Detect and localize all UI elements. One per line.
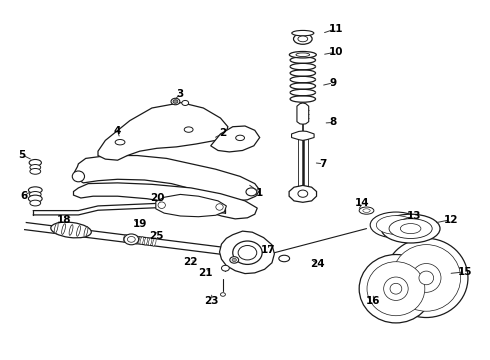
- Ellipse shape: [385, 238, 468, 318]
- Text: 3: 3: [177, 89, 184, 99]
- Ellipse shape: [216, 204, 223, 210]
- Ellipse shape: [289, 51, 317, 58]
- Polygon shape: [74, 183, 257, 219]
- Polygon shape: [156, 194, 226, 217]
- Ellipse shape: [84, 226, 88, 237]
- Ellipse shape: [238, 246, 257, 260]
- Ellipse shape: [158, 202, 166, 208]
- Text: 17: 17: [261, 245, 276, 255]
- Ellipse shape: [152, 238, 156, 246]
- Text: 25: 25: [149, 231, 164, 241]
- Ellipse shape: [370, 212, 421, 238]
- Ellipse shape: [359, 207, 374, 214]
- Ellipse shape: [148, 238, 152, 246]
- Ellipse shape: [220, 293, 225, 296]
- Ellipse shape: [124, 234, 139, 245]
- Ellipse shape: [390, 283, 402, 294]
- Ellipse shape: [246, 188, 257, 196]
- Ellipse shape: [30, 165, 41, 170]
- Ellipse shape: [132, 236, 135, 243]
- Ellipse shape: [29, 159, 41, 166]
- Text: 9: 9: [330, 78, 337, 88]
- Ellipse shape: [123, 235, 127, 243]
- Text: 13: 13: [407, 211, 421, 221]
- Ellipse shape: [384, 277, 408, 300]
- Text: 14: 14: [355, 198, 370, 208]
- Polygon shape: [220, 231, 274, 274]
- Ellipse shape: [140, 237, 144, 244]
- Ellipse shape: [381, 214, 440, 243]
- Ellipse shape: [29, 192, 41, 197]
- Polygon shape: [297, 103, 309, 124]
- Text: 22: 22: [183, 257, 197, 267]
- Text: 11: 11: [328, 24, 343, 34]
- Text: 10: 10: [328, 47, 343, 57]
- Ellipse shape: [400, 224, 421, 234]
- Ellipse shape: [363, 209, 370, 212]
- Text: 6: 6: [20, 191, 27, 201]
- Polygon shape: [289, 185, 317, 202]
- Polygon shape: [211, 126, 260, 152]
- Ellipse shape: [184, 127, 193, 132]
- Ellipse shape: [127, 235, 131, 243]
- Ellipse shape: [144, 237, 147, 245]
- Text: 1: 1: [256, 188, 263, 198]
- Ellipse shape: [73, 171, 84, 182]
- Text: 4: 4: [114, 126, 122, 136]
- Text: 8: 8: [330, 117, 337, 127]
- Ellipse shape: [298, 36, 308, 42]
- Ellipse shape: [30, 168, 41, 174]
- Ellipse shape: [127, 237, 135, 242]
- Text: 21: 21: [198, 268, 213, 278]
- Ellipse shape: [236, 135, 245, 140]
- Text: 12: 12: [443, 215, 458, 225]
- Ellipse shape: [279, 255, 290, 262]
- Polygon shape: [292, 131, 314, 140]
- Ellipse shape: [173, 100, 178, 103]
- Ellipse shape: [389, 219, 432, 238]
- Text: 5: 5: [19, 150, 25, 160]
- Ellipse shape: [296, 53, 310, 57]
- Ellipse shape: [136, 236, 139, 244]
- Ellipse shape: [412, 264, 441, 292]
- Ellipse shape: [115, 140, 125, 145]
- Ellipse shape: [367, 262, 425, 316]
- Ellipse shape: [171, 98, 180, 105]
- Ellipse shape: [233, 241, 262, 264]
- Ellipse shape: [182, 100, 189, 105]
- Ellipse shape: [69, 225, 73, 235]
- Ellipse shape: [28, 195, 42, 202]
- Ellipse shape: [30, 200, 41, 206]
- Ellipse shape: [419, 271, 434, 285]
- Ellipse shape: [28, 187, 42, 193]
- Ellipse shape: [62, 224, 66, 234]
- Text: 15: 15: [458, 267, 473, 277]
- Polygon shape: [74, 156, 260, 201]
- Ellipse shape: [54, 223, 58, 233]
- Ellipse shape: [76, 226, 80, 236]
- Text: 18: 18: [56, 215, 71, 225]
- Ellipse shape: [230, 257, 239, 263]
- Ellipse shape: [298, 190, 308, 197]
- Ellipse shape: [376, 216, 416, 234]
- Ellipse shape: [294, 33, 312, 44]
- Text: 24: 24: [310, 258, 325, 269]
- Ellipse shape: [51, 222, 91, 238]
- Text: 2: 2: [220, 128, 226, 138]
- Ellipse shape: [221, 265, 229, 271]
- Polygon shape: [98, 103, 228, 160]
- Text: 20: 20: [150, 193, 165, 203]
- Ellipse shape: [392, 245, 461, 311]
- Text: 23: 23: [204, 296, 219, 306]
- Text: 16: 16: [366, 296, 381, 306]
- Ellipse shape: [359, 255, 433, 323]
- Ellipse shape: [292, 31, 314, 36]
- Text: 7: 7: [319, 159, 327, 169]
- Ellipse shape: [232, 258, 237, 261]
- Text: 19: 19: [132, 219, 147, 229]
